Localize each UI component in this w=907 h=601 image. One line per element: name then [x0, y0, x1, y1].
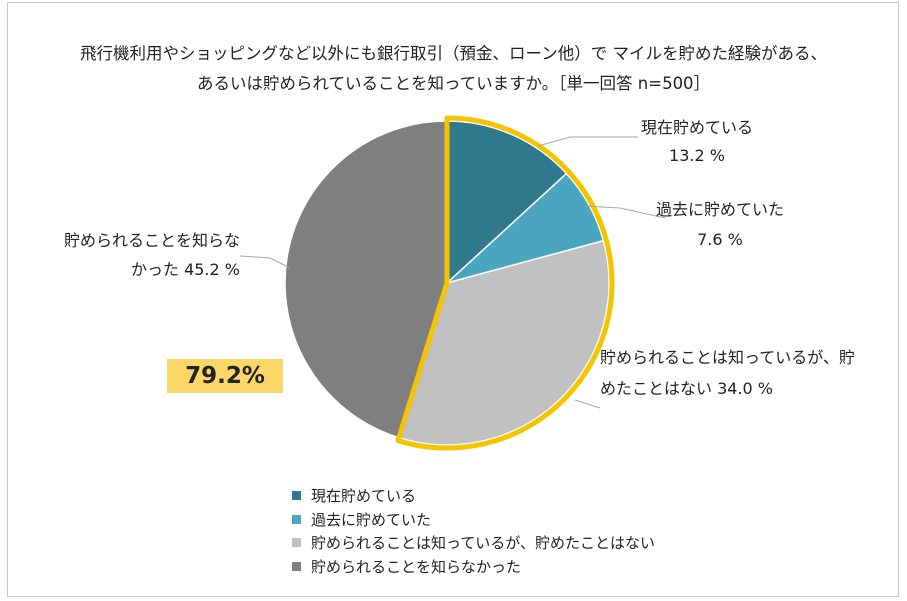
- legend-label: 貯められることを知らなかった: [311, 557, 522, 576]
- legend-label: 過去に貯めていた: [311, 510, 432, 529]
- slice-data-label: めたことはない 34.0 %: [600, 379, 773, 398]
- pie-slice: [446, 120, 568, 285]
- slice-data-label: 貯められることは知っているが、貯: [600, 348, 855, 367]
- slice-data-label: 現在貯めている: [641, 118, 753, 137]
- chart-title-line-1: 飛行機利用やショッピングなど以外にも銀行取引（預金、ローン他）で マイルを貯めた…: [80, 44, 827, 63]
- legend-swatch: [292, 514, 301, 524]
- leader-line: [574, 399, 601, 409]
- legend-item: 貯められることを知らなかった: [292, 555, 655, 579]
- highlight-total-callout: 79.2%: [167, 359, 283, 393]
- legend-swatch: [292, 491, 301, 501]
- legend-item: 貯められることは知っているが、貯めたことはない: [292, 531, 655, 555]
- slice-data-label: 7.6 %: [697, 230, 743, 249]
- pie-slice: [284, 120, 448, 439]
- chart-title-line-2: あるいは貯められていることを知っていますか。［単一回答 n=500］: [196, 74, 711, 93]
- slice-data-label: 貯められることを知らな: [64, 231, 240, 250]
- legend-item: 現在貯めている: [292, 484, 655, 508]
- legend-label: 現在貯めている: [311, 487, 417, 506]
- pie-slice: [397, 239, 610, 446]
- slice-data-label: 13.2 %: [669, 146, 725, 165]
- leader-line: [537, 136, 638, 147]
- slice-data-label: 過去に貯めていた: [656, 200, 784, 219]
- leader-line: [584, 205, 666, 219]
- highlight-ring: [395, 115, 615, 451]
- chart-legend: 現在貯めている 過去に貯めていた 貯められることは知っているが、貯めたことはない…: [292, 484, 655, 578]
- slice-data-label: かった 45.2 %: [131, 260, 240, 279]
- legend-label: 貯められることは知っているが、貯めたことはない: [311, 534, 655, 553]
- legend-item: 過去に貯めていた: [292, 508, 655, 532]
- leader-line: [239, 255, 291, 269]
- legend-swatch: [292, 538, 301, 548]
- legend-swatch: [292, 561, 301, 571]
